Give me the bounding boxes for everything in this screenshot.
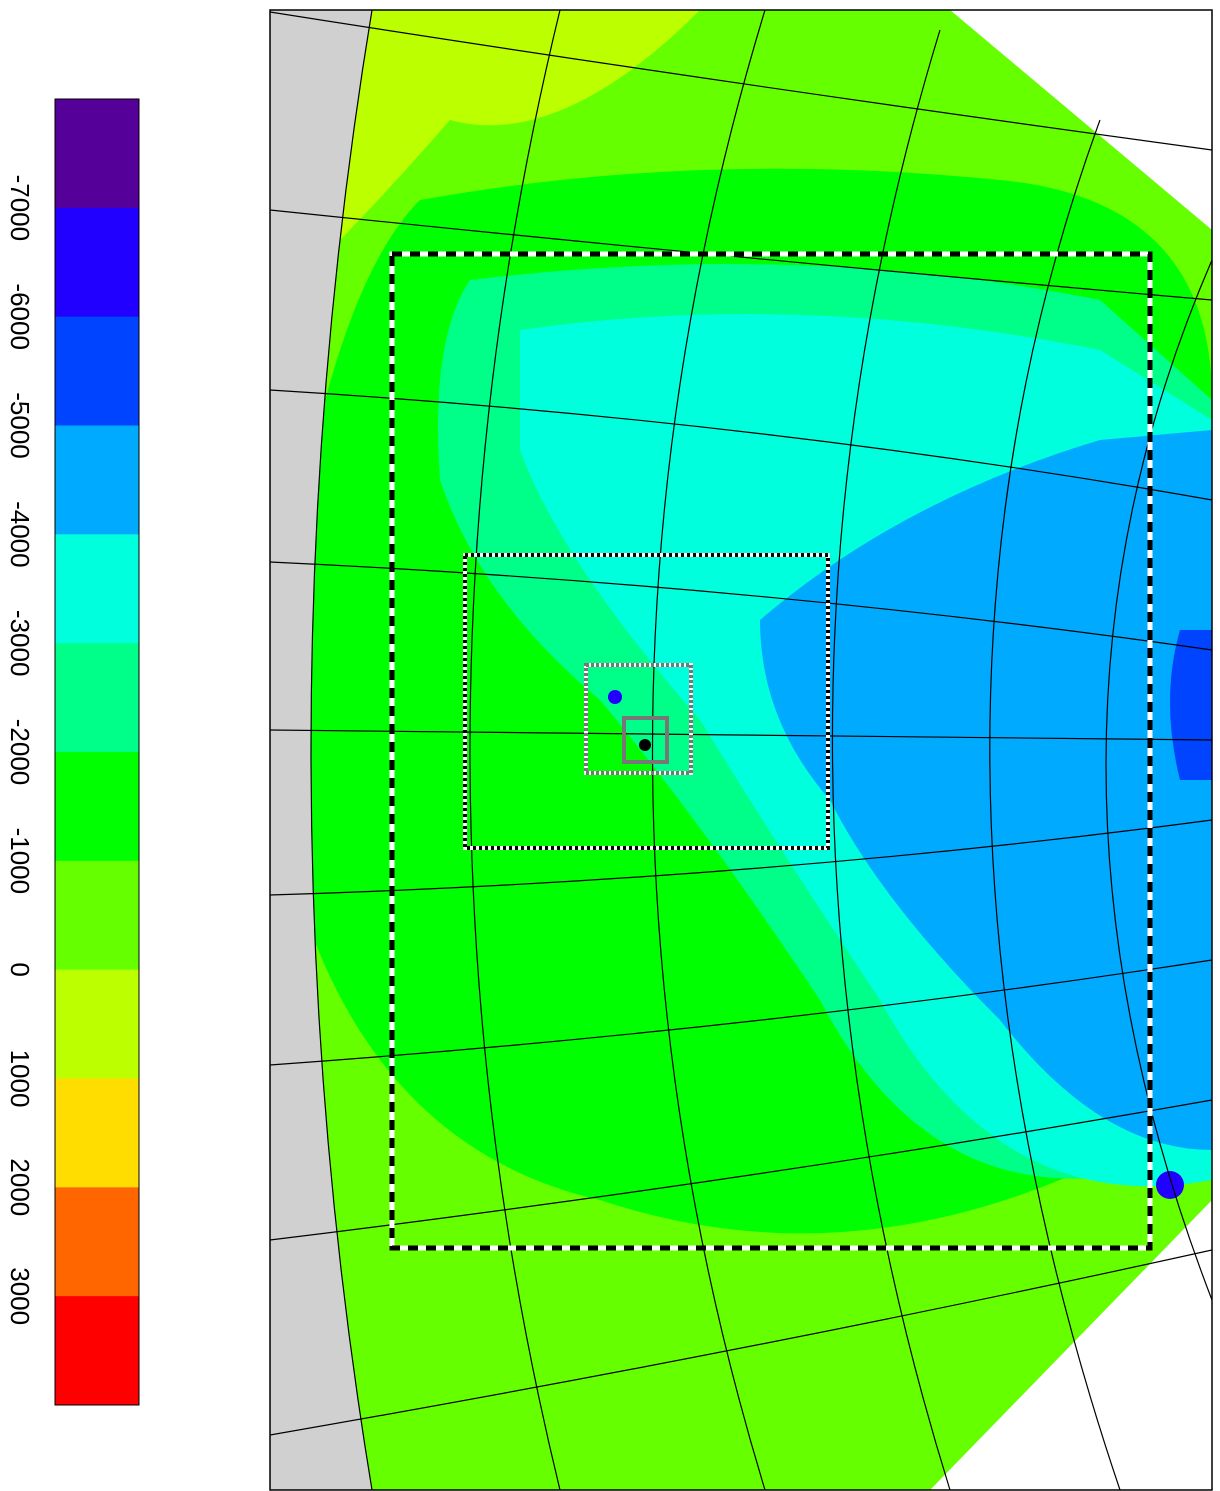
tick-label: 0 — [5, 962, 35, 976]
elevation-zone — [330, 10, 700, 250]
color-band — [55, 99, 139, 209]
color-band — [55, 752, 139, 862]
crater — [608, 690, 622, 704]
color-band — [55, 1296, 139, 1406]
color-band — [55, 534, 139, 644]
elevation-zone — [760, 430, 1212, 1150]
tick-label: 1000 — [5, 1050, 35, 1108]
map-area — [270, 10, 1212, 1490]
color-band — [55, 643, 139, 753]
graticule — [270, 10, 1212, 1490]
color-band — [55, 1078, 139, 1188]
elevation-zone — [1170, 630, 1212, 780]
color-band — [55, 425, 139, 535]
crater — [1156, 1171, 1184, 1199]
color-band — [55, 1187, 139, 1297]
color-band — [55, 860, 139, 971]
topography — [311, 10, 1212, 1490]
colorbar-frame — [54, 98, 140, 1406]
tick-label: -1000 — [5, 828, 35, 895]
tick-label: -5000 — [5, 392, 35, 459]
color-band — [55, 316, 139, 426]
tick-label: 2000 — [5, 1158, 35, 1216]
tick-label: -3000 — [5, 610, 35, 677]
tick-label: -4000 — [5, 501, 35, 568]
colorbar: -7000 -6000 -5000 -4000 -3000 -2000 -1000 0 1000… — [5, 98, 140, 1406]
map-frame — [269, 9, 1213, 1491]
tick-label: -7000 — [5, 175, 35, 242]
tick-label: -6000 — [5, 283, 35, 350]
nested-domains — [389, 251, 1153, 1251]
tick-label: -2000 — [5, 719, 35, 786]
color-band — [55, 969, 139, 1079]
color-band — [55, 207, 139, 318]
tick-label: 3000 — [5, 1267, 35, 1325]
